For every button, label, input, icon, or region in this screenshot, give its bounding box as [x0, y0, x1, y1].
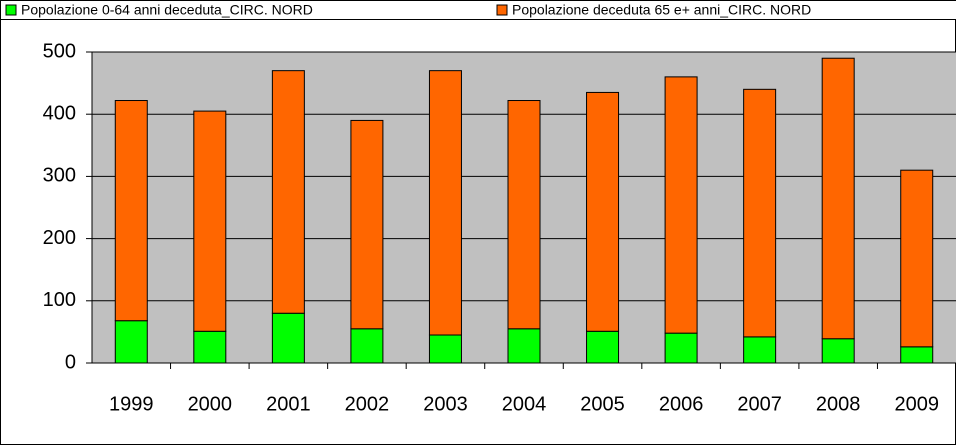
- x-tick-label: 2004: [502, 393, 547, 415]
- bar-segment: [586, 91, 620, 332]
- bar-segment: [586, 330, 620, 364]
- bar-segment: [507, 328, 541, 364]
- bar-segment: [350, 328, 384, 364]
- bar-segment: [350, 119, 384, 330]
- bar-segment: [743, 336, 777, 364]
- legend-label: Popolazione 0-64 anni deceduta_CIRC. NOR…: [21, 2, 313, 18]
- legend-box: [0, 0, 956, 20]
- bar-segment: [821, 57, 855, 340]
- bar-segment: [114, 100, 148, 322]
- x-tick-label: 1999: [109, 393, 154, 415]
- x-tick-label: 2007: [737, 393, 782, 415]
- y-tick-label: 400: [43, 102, 76, 124]
- x-tick-label: 2006: [659, 393, 704, 415]
- bar-segment: [821, 338, 855, 364]
- bar-segment: [900, 169, 934, 348]
- bar-segment: [271, 70, 305, 314]
- x-tick-label: 2000: [188, 393, 233, 415]
- bar-segment: [193, 330, 227, 364]
- x-tick-label: 2005: [580, 393, 625, 415]
- bar-segment: [900, 346, 934, 364]
- y-tick-label: 0: [65, 351, 76, 373]
- bar-segment: [428, 70, 462, 336]
- y-tick-label: 200: [43, 227, 76, 249]
- legend-swatch: [5, 4, 17, 16]
- bar-segment: [664, 332, 698, 364]
- y-tick-label: 500: [43, 40, 76, 62]
- bar-segment: [114, 320, 148, 364]
- bar-segment: [271, 312, 305, 364]
- legend-label: Popolazione deceduta 65 e+ anni_CIRC. NO…: [512, 2, 811, 18]
- bar-segment: [428, 334, 462, 364]
- x-tick-label: 2002: [345, 393, 390, 415]
- y-tick-label: 100: [43, 289, 76, 311]
- y-tick-label: 300: [43, 165, 76, 187]
- legend-swatch: [496, 4, 508, 16]
- x-tick-label: 2009: [894, 393, 939, 415]
- x-tick-label: 2001: [266, 393, 311, 415]
- bar-segment: [743, 88, 777, 338]
- bar-segment: [193, 110, 227, 332]
- bar-segment: [507, 100, 541, 330]
- x-tick-label: 2003: [423, 393, 468, 415]
- bar-segment: [664, 76, 698, 334]
- x-tick-label: 2008: [816, 393, 861, 415]
